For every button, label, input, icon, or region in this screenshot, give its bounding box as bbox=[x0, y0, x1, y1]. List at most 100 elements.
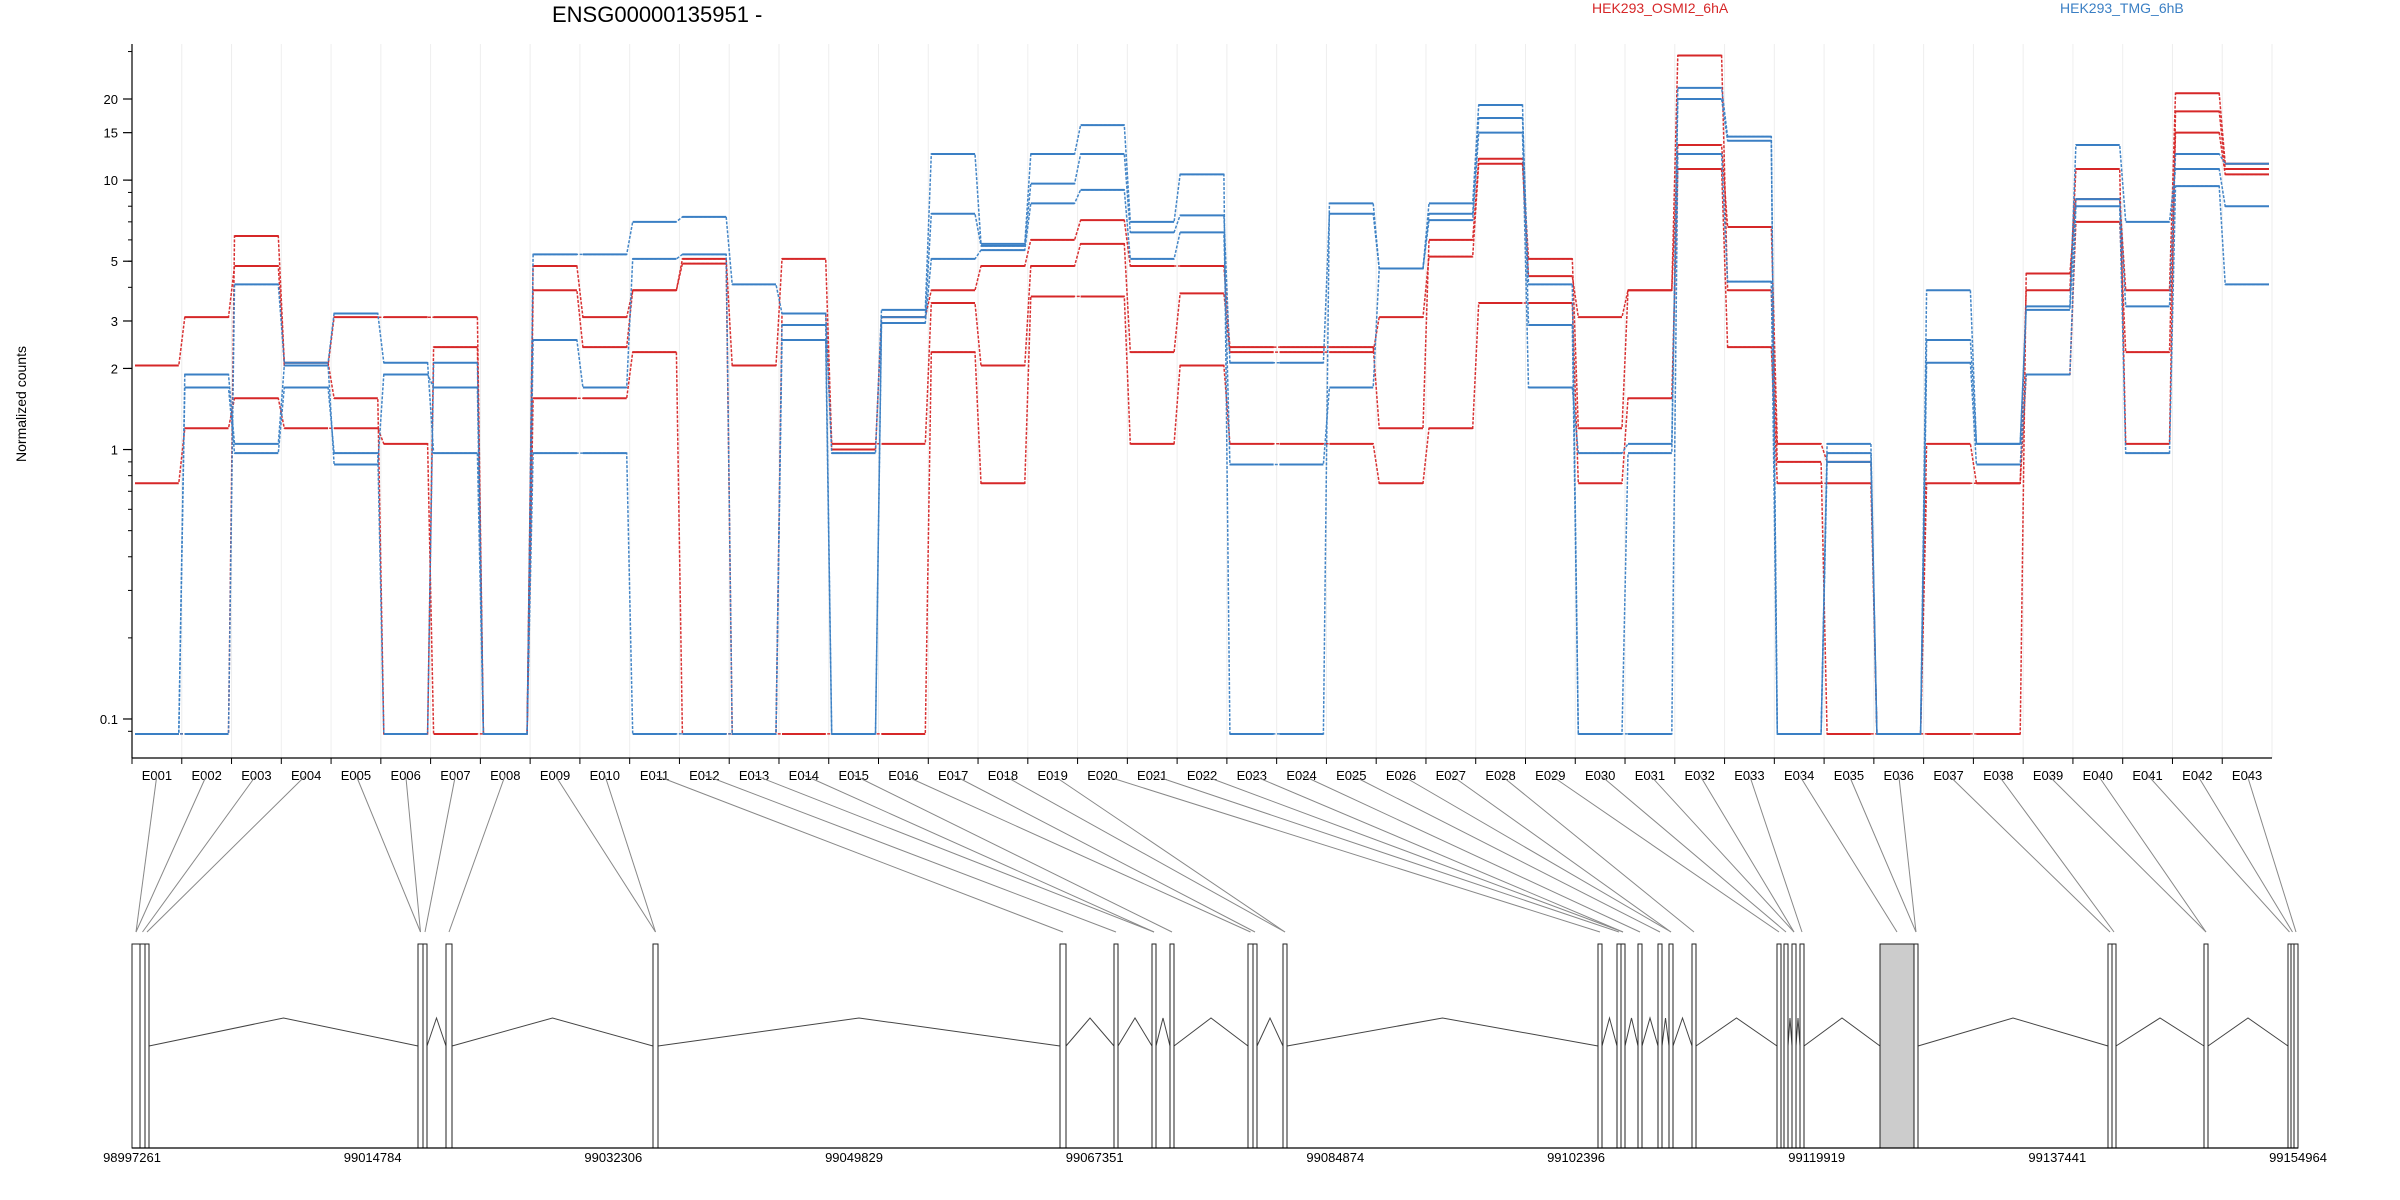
exon-connector bbox=[554, 774, 656, 933]
series-line-6 bbox=[135, 104, 2269, 735]
exon-labels: E001 E002 E003 E004 E005 E006 E007 E008 E009 E010… bbox=[131, 758, 2262, 783]
intron-line bbox=[1917, 1017, 2109, 1047]
exon-connector bbox=[1599, 774, 1787, 933]
series-line-3 bbox=[135, 54, 2269, 735]
intron-line bbox=[1065, 1017, 1115, 1047]
genome-coord-label: 98997261 bbox=[103, 1150, 161, 1165]
y-tick-label: 10 bbox=[104, 173, 118, 188]
intron-line bbox=[426, 1016, 447, 1047]
exon-connector bbox=[135, 774, 208, 933]
intron-line bbox=[1787, 1017, 1793, 1047]
exon-connector bbox=[2147, 774, 2290, 933]
genome-coord-label: 99137441 bbox=[2028, 1150, 2086, 1165]
intron-line bbox=[2115, 1017, 2205, 1047]
gene-exon bbox=[131, 943, 141, 1149]
intron-line bbox=[1641, 1016, 1659, 1047]
exon-connector bbox=[654, 774, 1064, 933]
y-tick-label: 5 bbox=[111, 254, 118, 269]
exon-connector bbox=[1550, 774, 1780, 933]
genome-coord-label: 99067351 bbox=[1066, 1150, 1124, 1165]
gene-exon bbox=[1791, 943, 1797, 1149]
y-tick-label: 0.1 bbox=[100, 712, 118, 727]
series-lines bbox=[135, 54, 2269, 735]
gene-exon bbox=[652, 943, 659, 1149]
y-axis-label: Normalized counts bbox=[13, 346, 29, 462]
legend-label-tmg: HEK293_TMG_6hB bbox=[2060, 0, 2184, 16]
intron-line bbox=[1695, 1017, 1778, 1047]
legend-label-osmi2: HEK293_OSMI2_6hA bbox=[1592, 0, 1729, 16]
gene-exon bbox=[1637, 943, 1643, 1149]
exon-connector bbox=[952, 774, 1256, 933]
exon-connector bbox=[1748, 774, 1803, 933]
intron-line bbox=[148, 1017, 419, 1047]
genome-coord-label: 99014784 bbox=[344, 1150, 402, 1165]
gene-exon bbox=[1691, 943, 1697, 1149]
intron-line bbox=[1661, 1017, 1670, 1047]
intron-line bbox=[1624, 1017, 1639, 1047]
chart-title: ENSG00000135951 - bbox=[552, 2, 762, 27]
intron-line bbox=[2207, 1017, 2289, 1047]
series-line-1 bbox=[135, 131, 2269, 735]
gene-exon bbox=[1059, 943, 1067, 1149]
exon-connector bbox=[1997, 774, 2115, 933]
series-line-2 bbox=[135, 110, 2269, 735]
gene-exon bbox=[1620, 943, 1626, 1149]
exon-connector bbox=[1251, 774, 1624, 933]
gene-exon bbox=[1879, 943, 1915, 1149]
intron-line bbox=[1601, 1016, 1618, 1047]
gene-exon bbox=[139, 943, 146, 1149]
exon-connector bbox=[753, 774, 1155, 933]
exon-connector bbox=[1898, 774, 1917, 933]
exon-connector bbox=[1649, 774, 1795, 933]
gene-exon bbox=[1113, 943, 1119, 1149]
gene-exon bbox=[1668, 943, 1674, 1149]
gene-exon bbox=[1597, 943, 1603, 1149]
gene-exon bbox=[1913, 943, 1919, 1149]
gene-exon bbox=[1151, 943, 1157, 1149]
y-tick-label: 15 bbox=[104, 126, 118, 141]
genome-coord-label: 99102396 bbox=[1547, 1150, 1605, 1165]
y-tick-label: 3 bbox=[111, 314, 118, 329]
intron-line bbox=[1672, 1016, 1693, 1047]
exon-connector bbox=[448, 774, 506, 933]
gene-model-track: 98997261 99014784 99032306 99049829 99067351… bbox=[103, 943, 2327, 1165]
exon-connector bbox=[405, 774, 421, 933]
exon-connector bbox=[853, 774, 1173, 933]
exon-connector bbox=[142, 774, 257, 933]
intron-line bbox=[1173, 1017, 1249, 1047]
gene-exon bbox=[2107, 943, 2113, 1149]
gene-exon bbox=[1799, 943, 1805, 1149]
gene-exon bbox=[1616, 943, 1622, 1149]
exon-connector bbox=[1699, 774, 1795, 933]
exon-connector bbox=[1152, 774, 1620, 933]
exon-connector bbox=[146, 774, 307, 933]
y-tick-label: 2 bbox=[111, 361, 118, 376]
gene-exon bbox=[1776, 943, 1782, 1149]
gene-exon bbox=[445, 943, 453, 1149]
intron-line bbox=[1256, 1016, 1284, 1047]
exon-connector bbox=[604, 774, 656, 933]
gene-exon bbox=[2293, 943, 2299, 1149]
gene-exon bbox=[1247, 943, 1254, 1149]
gene-exon bbox=[2203, 943, 2209, 1149]
exon-connector bbox=[1450, 774, 1672, 933]
exon-connector bbox=[1500, 774, 1695, 933]
genome-coord-label: 99154964 bbox=[2269, 1150, 2327, 1165]
exon-connector bbox=[1848, 774, 1917, 933]
exon-connector bbox=[2047, 774, 2207, 933]
exon-connector bbox=[1052, 774, 1286, 933]
exon-connector bbox=[803, 774, 1155, 933]
gene-exon bbox=[1783, 943, 1789, 1149]
exon-connector bbox=[1201, 774, 1624, 933]
gene-exon bbox=[1169, 943, 1175, 1149]
exon-connector bbox=[903, 774, 1251, 933]
series-line-5 bbox=[135, 87, 2269, 735]
exon-connector bbox=[2097, 774, 2207, 933]
intron-line bbox=[1117, 1017, 1153, 1047]
y-tick-label: 1 bbox=[111, 443, 118, 458]
exon-connector bbox=[704, 774, 1117, 933]
exon-connector bbox=[424, 774, 456, 933]
genome-coord-label: 99084874 bbox=[1306, 1150, 1364, 1165]
gene-exon bbox=[1252, 943, 1258, 1149]
